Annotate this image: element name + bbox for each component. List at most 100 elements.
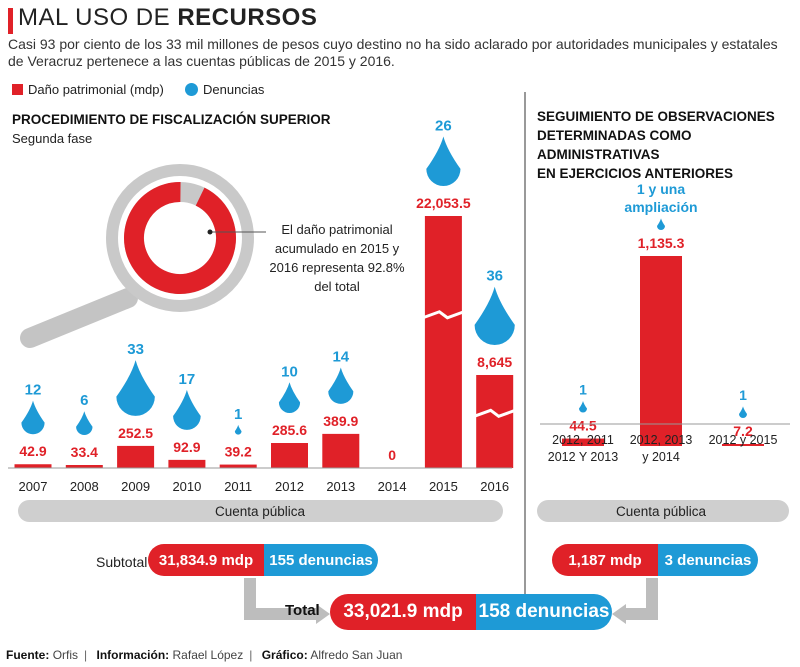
right-x-tick-1-1: y 2014 [642, 450, 680, 464]
donut-note: El daño patrimonial acumulado en 2015 y … [269, 222, 405, 294]
left-section-title: PROCEDIMIENTO DE FISCALIZACIÓN SUPERIOR [12, 112, 331, 127]
legend-complaints: Denuncias [185, 82, 264, 97]
x-tick-2007: 2007 [19, 479, 48, 494]
complaint-drop-2009 [116, 360, 155, 416]
axis-break-2016 [473, 408, 516, 419]
page-subtitle: Casi 93 por ciento de los 33 mil millone… [8, 36, 778, 69]
right-arrow-head [612, 604, 626, 624]
x-tick-2014: 2014 [378, 479, 407, 494]
complaint-drop-2010 [173, 389, 201, 430]
right-value-label-2: 7.2 [733, 423, 753, 439]
magnifier-rim [106, 164, 254, 312]
footer-source: Orfis [52, 648, 79, 662]
bar-2015 [424, 216, 462, 468]
right-complaint-label-1-1: ampliación [624, 199, 697, 215]
value-label-2010: 92.9 [173, 439, 200, 455]
total-label: Total [285, 602, 320, 619]
right-axis-band [537, 500, 789, 522]
right-complaint-drop-1 [657, 218, 665, 230]
right-connector-arrow [624, 578, 658, 620]
x-tick-2012: 2012 [275, 479, 304, 494]
value-label-2012: 285.6 [272, 422, 307, 438]
total-amount: 33,021.9 mdp [330, 594, 476, 630]
complaint-label-2016: 36 [486, 268, 503, 285]
right-value-label-0: 44.5 [569, 418, 596, 434]
x-tick-2011: 2011 [224, 479, 252, 494]
complaint-drop-2015 [426, 136, 461, 186]
footer-source-label: Fuente: [6, 648, 50, 662]
magnifier-graphic [17, 164, 266, 351]
donut-leader-dot [207, 229, 213, 235]
bar-2016 [476, 375, 514, 468]
complaint-drop-2012 [278, 382, 301, 414]
bar-2012 [271, 443, 308, 468]
donut-share-slice [124, 182, 236, 294]
footer-info: Rafael López [172, 648, 244, 662]
right-title-line3: EN EJERCICIOS ANTERIORES [537, 166, 734, 181]
right-section-title: SEGUIMIENTO DE OBSERVACIONES DETERMINADA… [537, 107, 797, 183]
complaint-drop-2011 [234, 424, 242, 435]
right-complaint-label-0-0: 1 [579, 382, 587, 398]
complaint-drop-2016 [474, 286, 515, 345]
right-title-line2: DETERMINADAS COMO ADMINISTRATIVAS [537, 128, 692, 162]
subtotal-label: Subtotal [96, 554, 148, 570]
complaint-drop-2008 [76, 411, 93, 435]
value-label-2007: 42.9 [19, 443, 46, 459]
left-axis-band [18, 500, 503, 522]
footer-graphic: Alfredo San Juan [310, 648, 403, 662]
left-bar-chart: 42.9 2007 12 33.4 2008 6 252.5 2009 33 92.9 2010 17… [8, 117, 516, 494]
left-axis-band-label: Cuenta pública [215, 504, 306, 519]
legend-damage-label: Daño patrimonial (mdp) [28, 82, 164, 97]
title-accent-bar [8, 8, 13, 34]
x-tick-2015: 2015 [429, 479, 458, 494]
axis-break-2015 [422, 310, 465, 320]
left-section-subtitle: Segunda fase [12, 131, 93, 146]
axis-bands: Cuenta pública Cuenta pública [18, 500, 789, 624]
page-title: MAL USO DE RECURSOS [18, 4, 317, 32]
x-tick-2010: 2010 [172, 479, 201, 494]
right-complaint-drop-2 [739, 406, 747, 418]
right-complaint-drop-0 [579, 400, 587, 413]
complaint-label-2010: 17 [179, 371, 196, 388]
blue-drop-icon [185, 83, 198, 96]
right-title-line1: SEGUIMIENTO DE OBSERVACIONES [537, 109, 775, 124]
left-subtotal-pill: 31,834.9 mdp 155 denuncias [148, 544, 378, 576]
right-x-tick-0-1: 2012 Y 2013 [548, 450, 618, 464]
left-arrow-head [316, 604, 330, 624]
left-connector-arrow [244, 578, 318, 620]
right-value-label-1: 1,135.3 [638, 235, 685, 251]
complaint-label-2015: 26 [435, 117, 452, 134]
right-subtotal-complaints: 3 denuncias [658, 544, 758, 576]
complaint-label-2009: 33 [127, 341, 144, 358]
legend-damage: Daño patrimonial (mdp) [12, 82, 164, 97]
x-tick-2009: 2009 [121, 479, 150, 494]
value-label-2016: 8,645 [477, 354, 512, 370]
right-x-tick-0-0: 2012, 2011 [552, 433, 614, 447]
value-label-2013: 389.9 [323, 413, 358, 429]
bar-2013 [322, 433, 360, 468]
right-complaint-label-2-0: 1 [739, 387, 747, 403]
footer-credits: Fuente: Orfis | Información: Rafael López… [6, 648, 403, 662]
complaint-label-2007: 12 [25, 382, 42, 399]
total-complaints: 158 denuncias [476, 594, 612, 630]
bar-2010 [168, 459, 206, 468]
section-divider [524, 92, 526, 610]
complaint-label-2011: 1 [234, 406, 242, 423]
complaint-drop-2013 [328, 367, 354, 404]
bar-2011 [219, 464, 257, 468]
bar-2009 [117, 445, 155, 468]
right-subtotal-pill: 1,187 mdp 3 denuncias [552, 544, 758, 576]
value-label-2009: 252.5 [118, 425, 153, 441]
x-tick-2016: 2016 [480, 479, 509, 494]
x-tick-2008: 2008 [70, 479, 99, 494]
value-label-2015: 22,053.5 [416, 195, 471, 211]
complaint-drop-2007 [21, 400, 45, 435]
title-bold: RECURSOS [177, 4, 318, 31]
value-label-2008: 33.4 [71, 444, 98, 460]
left-subtotal-amount: 31,834.9 mdp [148, 544, 264, 576]
bar-2008 [65, 465, 103, 468]
complaint-label-2008: 6 [80, 392, 88, 409]
left-subtotal-complaints: 155 denuncias [264, 544, 378, 576]
